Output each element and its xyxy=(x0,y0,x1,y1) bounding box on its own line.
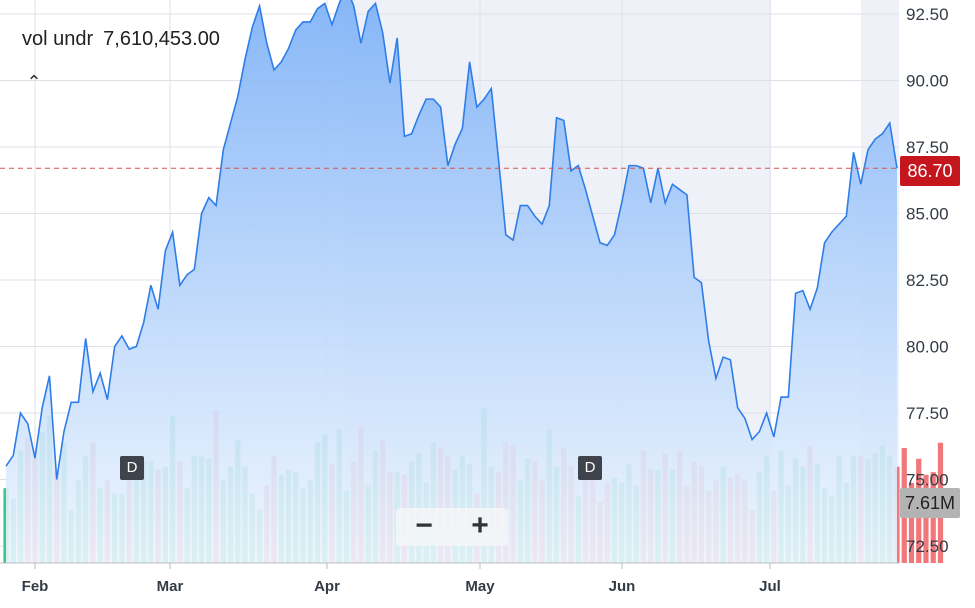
price-area xyxy=(6,0,897,563)
y-tick-label: 90.00 xyxy=(906,72,949,91)
dividend-marker[interactable]: D xyxy=(578,456,602,480)
price-line xyxy=(5,0,898,480)
x-tick-label: May xyxy=(465,578,495,595)
y-tick-label: 75.00 xyxy=(906,471,949,490)
x-tick-label: Jul xyxy=(759,578,781,595)
x-tick-label: Jun xyxy=(609,578,636,595)
volume-bar-down xyxy=(908,482,915,563)
volume-badge: 7.61M xyxy=(900,488,960,518)
dividend-marker[interactable]: D xyxy=(120,456,144,480)
y-tick-label: 80.00 xyxy=(906,338,949,357)
x-tick-label: Mar xyxy=(157,578,184,595)
y-tick-label: 92.50 xyxy=(906,5,949,24)
y-tick-label: 87.50 xyxy=(906,138,949,157)
y-tick-label: 82.50 xyxy=(906,271,949,290)
zoom-out-button[interactable]: − xyxy=(415,509,433,542)
x-tick-label: Apr xyxy=(314,578,340,595)
y-axis: 92.50 90.00 87.50 85.00 82.50 80.00 77.50 75.00… xyxy=(906,5,949,556)
legend-label: vol undr xyxy=(22,28,94,50)
y-tick-label: 72.50 xyxy=(906,537,949,556)
zoom-in-button[interactable]: + xyxy=(471,509,489,542)
x-tick-label: Feb xyxy=(22,578,49,595)
chevron-up-icon[interactable]: ⌃ xyxy=(26,72,42,92)
volume-bar-down xyxy=(923,474,929,563)
volume-legend: vol undr 7,610,453.00 xyxy=(22,28,220,51)
price-badge: 86.70 xyxy=(900,156,960,186)
y-tick-label: 85.00 xyxy=(906,205,949,224)
y-tick-label: 77.50 xyxy=(906,404,949,423)
zoom-controls: − + xyxy=(396,508,508,546)
x-axis: Feb Mar Apr May Jun Jul xyxy=(22,563,781,595)
legend-value: 7,610,453.00 xyxy=(103,28,220,50)
